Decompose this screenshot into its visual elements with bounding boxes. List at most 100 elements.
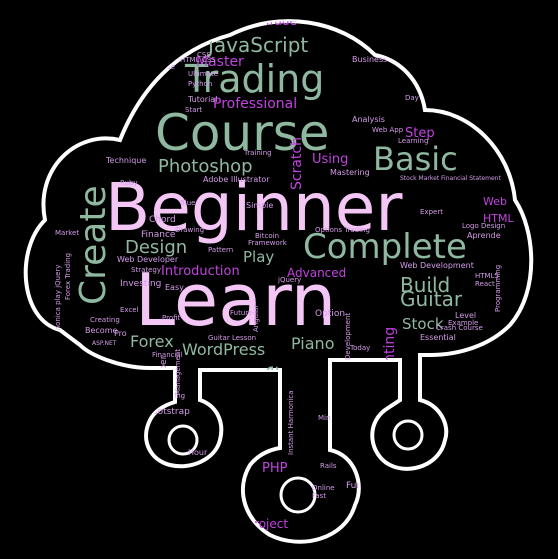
word-bootstrap: Bootstrap [146,407,190,417]
word-react: React [475,280,495,288]
word-framework: Framework [248,239,288,247]
word-web-developer: Web Developer [117,255,179,264]
word-guitar: Guitar [400,287,463,311]
word-chord: Chord [149,215,176,225]
word-strategy: Strategy [131,266,161,274]
word-asp-net: ASP.NET [92,340,117,347]
word-ruby: Ruby [120,179,138,187]
node-circle-left [167,424,199,456]
word-excel: Excel [120,306,139,314]
word-simple: Simple [246,201,273,210]
word-html: HTML [483,212,514,225]
word-css: CSS [197,51,211,59]
word-minute: Minute [318,414,342,422]
word-learn: Learn [135,258,336,342]
word-bitcoin: Bitcoin [255,232,279,240]
word-master: Master [196,54,244,70]
word-profit: Profit [162,314,181,322]
word-photoshop: Photoshop [158,156,253,177]
word-business: Business [352,55,387,64]
word-management: Management [174,349,182,395]
word-stock-market-financial-statement: Stock Market Financial Statement [400,175,501,182]
word-ultimate: Ultimate [188,70,218,78]
word-advanced: Advanced [287,266,346,280]
word-investing: Investing [120,279,161,289]
word-finance: Finance [141,230,176,240]
word-online: Online [312,484,335,492]
word-php: PHP [262,461,288,476]
node-circle-right [392,419,424,451]
word-forex-trading: Forex Trading [64,253,72,300]
word-piano: Piano [291,334,334,353]
word-future: Future [230,309,252,317]
word-day: Day [405,94,419,102]
word-introduction: Introduction [161,264,240,279]
word-today: Today [349,344,370,352]
word-aprende: Aprende [467,231,501,240]
word-jquery: jQuery [277,276,301,284]
word-scratch: Scratch [289,137,305,190]
word-pattern: Pattern [208,246,233,254]
word-stock: Stock [402,315,444,333]
word-fast: Fast [312,492,326,500]
word-pro: Pro [114,329,127,338]
word-wordpress: WordPress [182,340,265,359]
word-rails: Rails [320,462,337,470]
word-learning: Learning [398,137,428,145]
word-play: Play [243,248,274,266]
word-expert: Expert [420,208,443,216]
word-using: Using [312,152,348,167]
word-web: Web [483,195,507,208]
word-technique: Technique [105,156,146,165]
word-html-css: HTML CSS [180,56,216,64]
word-logo-design: Logo Design [462,222,505,230]
word-complete: Complete [303,227,467,267]
word-market: Market [55,229,79,237]
word-html5: HTML5 [475,272,499,280]
word-programming: Programming [494,265,502,312]
word-web-app: Web App [372,126,404,134]
word-start: Start [185,106,202,114]
word-python: Python [188,80,212,88]
word-step: Step [405,126,435,141]
word-drawing: Drawing [175,226,204,234]
word-easy: Easy [165,283,184,292]
word-trade: Trade [263,14,297,28]
word-financial: Financial [152,351,183,359]
word-course: Course [155,104,330,162]
word-beginner: Beginner [105,169,403,246]
word-blue: Blue [180,199,196,207]
word-become: Become [85,326,117,335]
word-analysis: Analysis [352,115,385,124]
word-hour: Hour [188,448,208,457]
word-instant-harmonica: Instant Harmonica [287,390,295,455]
word-trading: Trading [184,57,324,101]
word-essential: Essential [420,333,456,342]
word-options-trading: Options Trading [315,226,370,234]
word-level: Level [455,311,476,320]
word-build: Build [400,273,450,297]
word-training: Training [243,149,272,157]
word-adobe-illustrator: Adobe Illustrator [203,175,270,184]
word-design: Design [125,237,187,258]
word-tutorial: Tutorial [187,95,217,104]
word-create: Create [73,185,114,305]
word-guitar-lesson: Guitar Lesson [208,334,256,342]
word-option: Option [315,309,345,319]
word-mastering: Mastering [330,168,370,177]
word-web-development: Web Development [400,261,474,270]
word-development: Development [344,313,352,360]
word-harmonica-play-jquery: Harmonica play jQuery [54,265,62,345]
cloud-outline [23,19,534,544]
word-angular: Angular [252,305,260,332]
node-circle-center [279,476,317,514]
word-crash-course: Crash Course [436,324,483,332]
word-forex: Forex [130,332,174,351]
word-creating: Creating [90,316,120,324]
word-professional: Professional [213,96,297,112]
word-basic: Basic [373,140,458,178]
word-example: Example [448,319,478,327]
